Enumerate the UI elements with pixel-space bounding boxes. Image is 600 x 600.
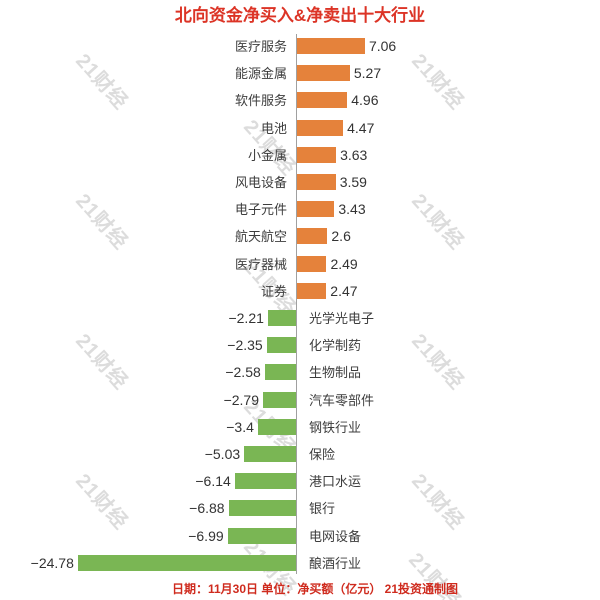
zero-axis-line [296,34,297,574]
net-sell-bar [234,473,296,490]
net-buy-bar [296,65,350,82]
bar-value-label: −24.78 [30,554,74,571]
chart-caption: 日期：11月30日 单位：净买额（亿元） 21投资通制图 [171,582,459,596]
net-buy-bar [296,119,344,136]
bar-value-label: 2.6 [331,228,351,245]
net-sell-bar [228,500,296,517]
bar-value-label: 3.59 [339,174,367,190]
bar-category-label: 小金属 [247,147,287,163]
chart-title: 北向资金净买入&净卖出十大行业 [174,6,426,25]
net-buy-bar [296,38,365,54]
net-sell-bar [267,310,296,326]
bar-value-label: −2.21 [228,310,264,326]
bar-category-label: 电池 [260,120,287,136]
net-buy-bar [296,174,336,190]
bar-category-label: 能源金属 [234,66,287,82]
bar-category-label: 医疗器械 [234,256,287,272]
net-sell-bar [264,364,296,381]
net-sell-bar [266,337,296,354]
bar-category-label: 钢铁行业 [309,419,362,435]
net-buy-bar [296,92,348,109]
bar-category-label: 港口水运 [309,474,362,490]
bar-value-label: −6.99 [188,527,224,544]
bar-value-label: 7.06 [368,38,397,54]
bar-category-label: 证券 [260,283,287,299]
bar-category-label: 风电设备 [234,175,287,190]
net-buy-bar [296,201,335,218]
net-sell-bar [257,418,296,435]
bar-value-label: −5.03 [204,446,241,462]
bar-category-label: 化学制药 [309,338,362,354]
bar-value-label: −3.4 [226,418,254,435]
bar-category-label: 光学光电子 [309,311,375,326]
bar-value-label: 2.47 [330,282,358,299]
bar-category-label: 软件服务 [234,93,287,109]
net-sell-bar [77,554,296,571]
net-buy-bar [296,282,327,299]
bar-category-label: 汽车零部件 [309,392,375,408]
net-buy-bar [296,228,328,245]
bar-value-label: 4.47 [347,119,375,136]
bar-category-label: 银行 [309,501,336,517]
bar-value-label: −2.79 [223,391,260,408]
net-sell-bar [227,527,296,544]
bar-value-label: 3.63 [340,146,368,163]
bar-category-label: 航天航空 [234,229,287,245]
bar-value-label: −2.58 [225,364,261,381]
bar-value-label: −6.88 [189,500,225,517]
bar-value-label: −6.14 [195,473,231,490]
net-sell-bar [244,446,296,462]
bar-category-label: 医疗服务 [234,39,287,54]
bar-category-label: 电网设备 [309,528,362,544]
bar-value-label: 4.96 [351,92,379,109]
bar-value-label: −2.35 [227,337,263,354]
bar-value-label: 5.27 [353,65,382,82]
bar-category-label: 生物制品 [309,365,362,381]
bar-category-label: 保险 [309,447,336,462]
net-buy-bar [296,146,337,163]
net-sell-bar [263,391,296,408]
bar-value-label: 2.49 [330,255,358,272]
bar-category-label: 酿酒行业 [309,555,362,571]
bar-value-label: 3.43 [338,201,366,218]
bar-category-label: 电子元件 [234,202,287,218]
net-buy-bar [296,255,327,272]
